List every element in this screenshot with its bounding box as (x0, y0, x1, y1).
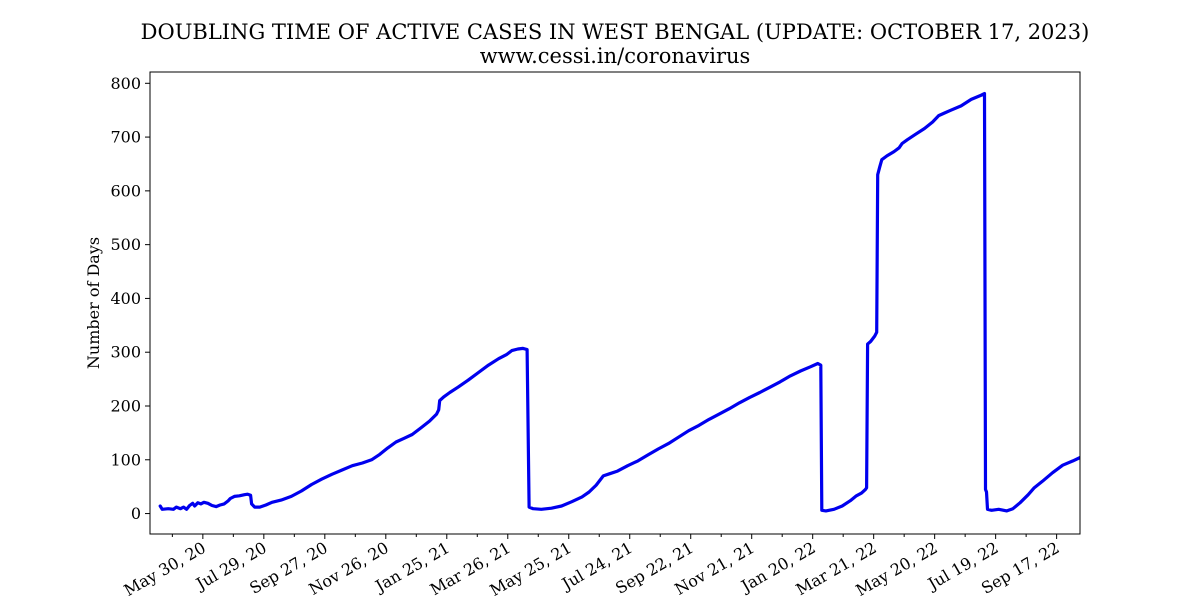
y-tick-label: 500 (110, 235, 141, 254)
plot-area (158, 91, 1080, 513)
y-tick-label: 800 (110, 74, 141, 93)
y-tick-label: 0 (131, 504, 141, 523)
y-tick-label: 600 (110, 181, 141, 200)
y-tick-label: 700 (110, 128, 141, 147)
chart-subtitle: www.cessi.in/coronavirus (480, 44, 751, 68)
x-tick-label: May 30, 20 (121, 538, 209, 600)
plot-frame (149, 71, 1081, 535)
y-tick-label: 200 (110, 396, 141, 415)
y-tick-label: 400 (110, 289, 141, 308)
y-axis-label: Number of Days (84, 237, 103, 369)
y-tick-label: 100 (110, 450, 141, 469)
chart-title: DOUBLING TIME OF ACTIVE CASES IN WEST BE… (141, 20, 1090, 44)
series-line-0 (158, 91, 1080, 513)
y-tick-label: 300 (110, 343, 141, 362)
y-axis: 0 100 200 300 400 500 600 700 800 (110, 74, 150, 523)
